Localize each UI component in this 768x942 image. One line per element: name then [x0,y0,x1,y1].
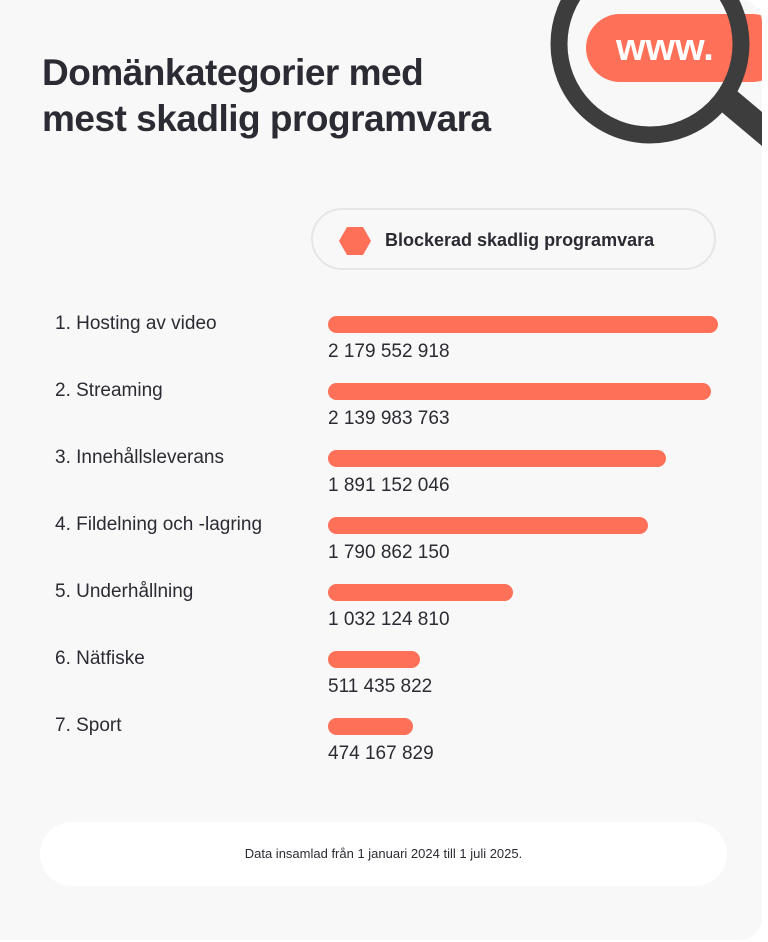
bar [328,584,513,601]
category-label: 2. Streaming [55,380,163,401]
category-label: 5. Underhållning [55,581,194,602]
bar [328,450,667,467]
value-label: 2 139 983 763 [328,408,450,429]
bar-row: 4. Fildelning och -lagring 1 790 862 150 [0,514,762,574]
url-pill [586,14,762,82]
bar-row: 1. Hosting av video 2 179 552 918 [0,313,762,373]
category-label: 6. Nätfiske [55,648,145,669]
value-label: 1 790 862 150 [328,542,450,563]
hexagon-swatch-icon [339,227,371,255]
title-line-1: Domänkategorier med [42,52,424,93]
bar-row: 7. Sport 474 167 829 [0,715,762,775]
value-label: 2 179 552 918 [328,341,450,362]
footer-note: Data insamlad från 1 januari 2024 till 1… [40,822,727,886]
value-label: 1 032 124 810 [328,609,450,630]
bar-row: 3. Innehållsleverans 1 891 152 046 [0,447,762,507]
category-label: 1. Hosting av video [55,313,217,334]
bar [328,718,413,735]
bar [328,517,649,534]
bar-row: 6. Nätfiske 511 435 822 [0,648,762,708]
magnifier-icon: www. [550,0,762,147]
value-label: 1 891 152 046 [328,475,450,496]
legend-label: Blockerad skadlig programvara [385,230,655,250]
category-label: 3. Innehållsleverans [55,447,224,468]
bar-row: 5. Underhållning 1 032 124 810 [0,581,762,641]
www-text: www. [615,27,714,69]
value-label: 474 167 829 [328,743,434,764]
bar [328,651,420,668]
category-label: 7. Sport [55,715,122,736]
legend: Blockerad skadlig programvara [311,208,716,270]
bar-row: 2. Streaming 2 139 983 763 [0,380,762,440]
page-title: Domänkategorier med mest skadlig program… [42,50,491,142]
title-line-2: mest skadlig programvara [42,98,491,139]
value-label: 511 435 822 [328,676,433,697]
bar [328,383,711,400]
bar [328,316,718,333]
category-label: 4. Fildelning och -lagring [55,514,263,535]
